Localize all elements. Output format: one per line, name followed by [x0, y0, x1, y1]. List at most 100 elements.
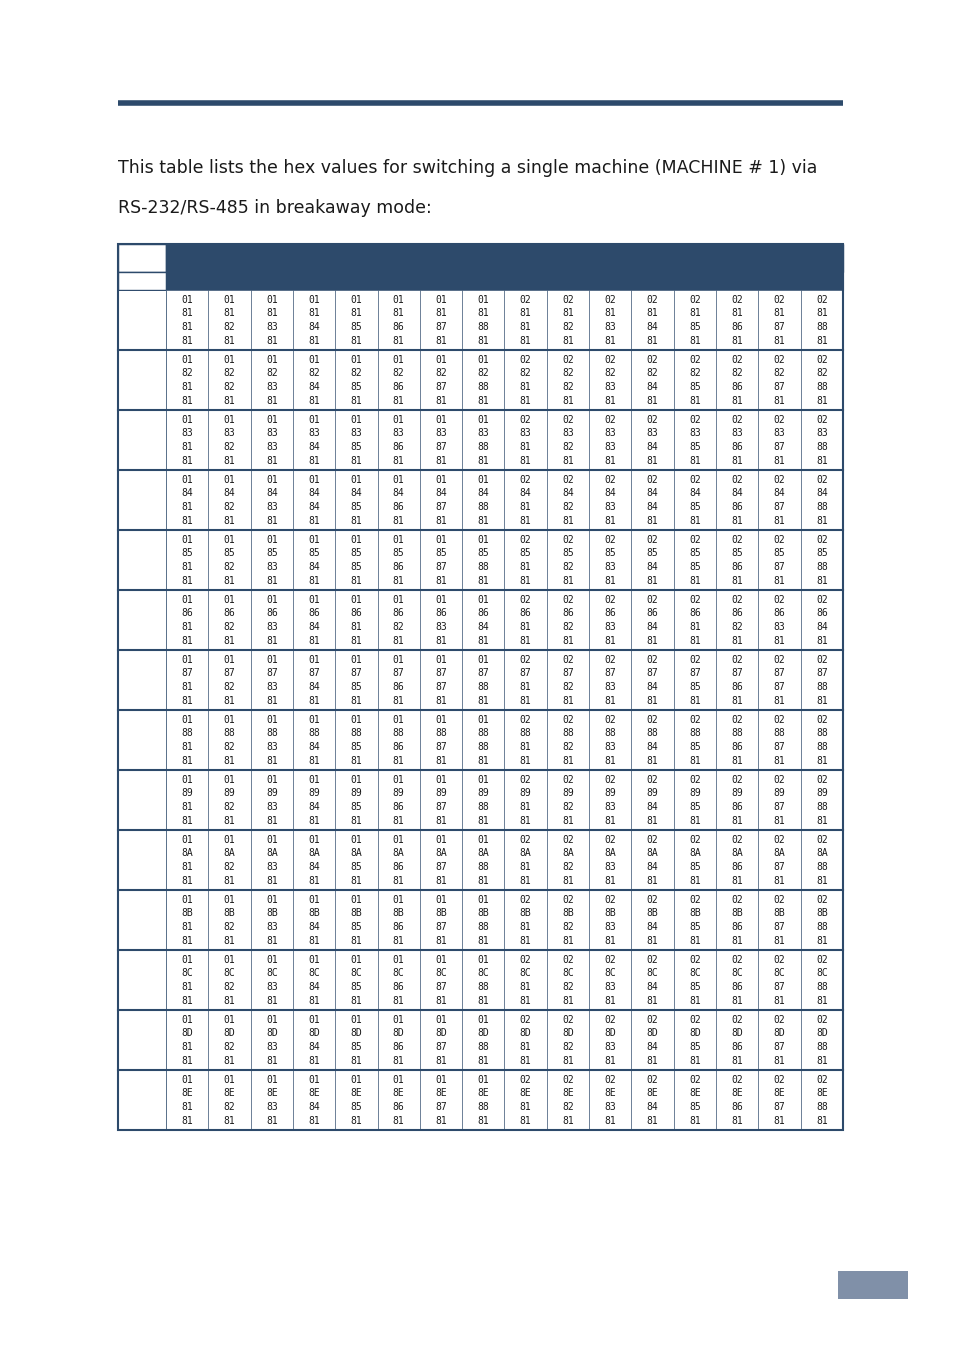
Bar [118, 890, 166, 951]
Text: 85: 85 [350, 502, 362, 512]
Text: 85: 85 [688, 382, 700, 393]
Bar [461, 290, 504, 349]
Text: 02: 02 [688, 835, 700, 845]
Text: 8C: 8C [223, 968, 235, 979]
Text: 81: 81 [350, 455, 362, 466]
Text: 81: 81 [561, 336, 574, 345]
Text: 82: 82 [223, 922, 235, 932]
Bar [461, 709, 504, 770]
Text: 01: 01 [476, 414, 489, 425]
Text: 82: 82 [223, 982, 235, 992]
Bar [335, 529, 377, 590]
Text: 8C: 8C [181, 968, 193, 979]
Bar [589, 272, 631, 290]
Text: 02: 02 [604, 414, 616, 425]
Text: 82: 82 [561, 368, 574, 379]
Text: 88: 88 [604, 728, 616, 738]
Text: 81: 81 [181, 682, 193, 692]
Text: 81: 81 [181, 635, 193, 646]
Text: 01: 01 [266, 1016, 277, 1025]
Bar [118, 770, 166, 830]
Bar [631, 529, 673, 590]
Text: 02: 02 [646, 1075, 658, 1085]
Text: 81: 81 [266, 516, 277, 525]
Text: 8E: 8E [815, 1089, 827, 1098]
Bar [589, 709, 631, 770]
Text: 84: 84 [646, 621, 658, 632]
Text: 02: 02 [773, 295, 784, 305]
Bar [419, 1070, 461, 1131]
Text: 8D: 8D [181, 1029, 193, 1039]
Text: 81: 81 [646, 635, 658, 646]
Text: 89: 89 [393, 788, 404, 799]
Text: 01: 01 [393, 414, 404, 425]
Text: 81: 81 [223, 455, 235, 466]
Text: 81: 81 [604, 756, 616, 765]
Text: 83: 83 [561, 428, 574, 439]
Text: 8E: 8E [561, 1089, 574, 1098]
Text: 81: 81 [350, 1056, 362, 1066]
Bar [118, 590, 166, 650]
Text: 85: 85 [688, 322, 700, 332]
Text: 81: 81 [561, 395, 574, 405]
Text: 88: 88 [815, 728, 827, 738]
Text: 81: 81 [604, 815, 616, 826]
Text: 81: 81 [308, 876, 319, 886]
Text: 02: 02 [604, 535, 616, 546]
Text: 86: 86 [393, 982, 404, 992]
Text: 01: 01 [223, 835, 235, 845]
Bar [546, 470, 589, 529]
Text: 89: 89 [773, 788, 784, 799]
Text: 81: 81 [604, 575, 616, 585]
Bar [251, 349, 293, 410]
Text: 8B: 8B [350, 909, 362, 918]
Text: 01: 01 [435, 895, 446, 904]
Text: 02: 02 [731, 1016, 742, 1025]
Text: 8B: 8B [393, 909, 404, 918]
Text: 01: 01 [181, 655, 193, 665]
Text: 85: 85 [688, 562, 700, 571]
Text: 8D: 8D [604, 1029, 616, 1039]
Text: 01: 01 [435, 594, 446, 605]
Text: 01: 01 [308, 955, 319, 965]
Text: 81: 81 [393, 309, 404, 318]
Bar [461, 349, 504, 410]
Text: 85: 85 [519, 548, 531, 558]
Text: 81: 81 [308, 995, 319, 1006]
Text: 02: 02 [519, 655, 531, 665]
Bar [166, 290, 208, 349]
Text: 02: 02 [519, 715, 531, 724]
Text: 02: 02 [604, 594, 616, 605]
Text: 81: 81 [519, 1116, 531, 1125]
Text: 86: 86 [731, 608, 742, 619]
Text: 81: 81 [181, 982, 193, 992]
Text: 86: 86 [519, 608, 531, 619]
Text: 02: 02 [688, 774, 700, 785]
Text: 81: 81 [773, 455, 784, 466]
Text: 81: 81 [476, 876, 489, 886]
Text: 82: 82 [561, 382, 574, 393]
Text: 86: 86 [393, 322, 404, 332]
Text: 81: 81 [266, 1116, 277, 1125]
Text: 85: 85 [688, 682, 700, 692]
Text: 83: 83 [266, 1102, 277, 1112]
Bar [419, 590, 461, 650]
Text: 81: 81 [731, 635, 742, 646]
Bar [504, 470, 546, 529]
Bar [546, 951, 589, 1010]
Text: 01: 01 [350, 774, 362, 785]
Bar [377, 1070, 419, 1131]
Text: 01: 01 [266, 774, 277, 785]
Text: 81: 81 [223, 756, 235, 765]
Text: 02: 02 [561, 774, 574, 785]
Text: 87: 87 [181, 669, 193, 678]
Text: 8A: 8A [731, 849, 742, 858]
Text: 88: 88 [476, 728, 489, 738]
Text: 83: 83 [773, 428, 784, 439]
Text: 83: 83 [181, 428, 193, 439]
Text: 81: 81 [604, 876, 616, 886]
Text: 81: 81 [266, 395, 277, 405]
Text: 87: 87 [773, 322, 784, 332]
Bar [800, 951, 842, 1010]
Text: 81: 81 [688, 516, 700, 525]
